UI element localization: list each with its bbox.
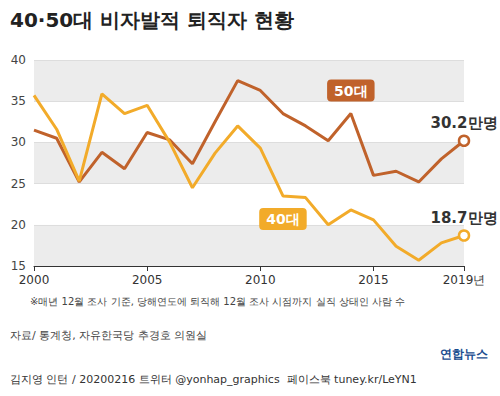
svg-text:15: 15 [11,259,26,273]
svg-text:25: 25 [11,177,26,191]
svg-text:30: 30 [11,135,26,149]
svg-text:자료/ 통계청, 자유한국당 추경호 의원실: 자료/ 통계청, 자유한국당 추경호 의원실 [10,329,207,342]
svg-text:40대: 40대 [266,211,299,227]
svg-text:18.7만명: 18.7만명 [430,209,497,227]
svg-text:20: 20 [11,218,26,232]
svg-text:2000: 2000 [19,273,50,287]
svg-text:30.2만명: 30.2만명 [430,114,497,132]
svg-text:2005: 2005 [132,273,163,287]
svg-text:김지영 인턴 / 20200216 트위터 @yonhap_: 김지영 인턴 / 20200216 트위터 @yonhap_graphics 페… [10,373,417,386]
svg-text:2015: 2015 [358,273,389,287]
svg-text:50대: 50대 [334,83,367,99]
svg-text:35: 35 [11,94,26,108]
svg-text:40: 40 [11,53,26,67]
svg-text:연합뉴스: 연합뉴스 [440,347,488,361]
svg-text:2010: 2010 [245,273,276,287]
svg-text:40·50대 비자발적 퇴직자 현황: 40·50대 비자발적 퇴직자 현황 [10,8,294,32]
svg-text:2019년: 2019년 [443,273,486,287]
svg-text:※매년 12월 조사 기준, 당해연도에 퇴직해 12월 조: ※매년 12월 조사 기준, 당해연도에 퇴직해 12월 조사 시점까지 실직 … [30,296,405,307]
